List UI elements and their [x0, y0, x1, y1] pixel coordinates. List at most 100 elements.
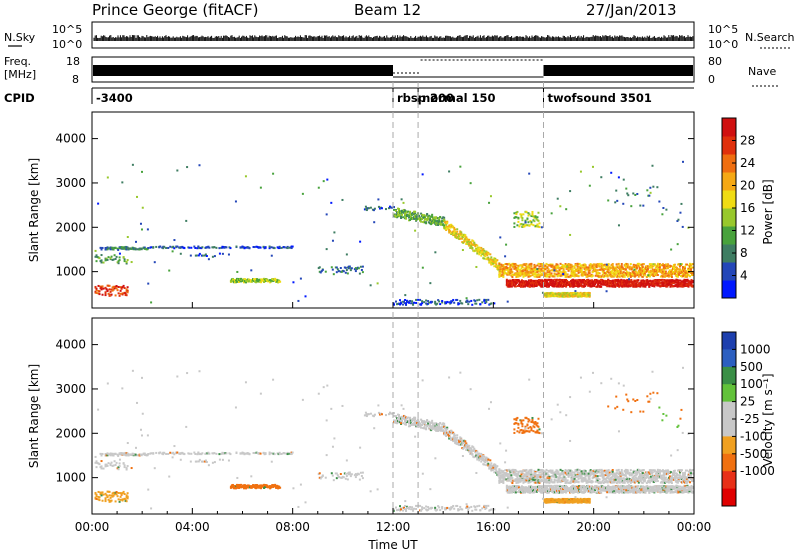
echo-cell — [267, 280, 270, 283]
echo-cell — [648, 280, 651, 283]
echo-cell — [570, 292, 573, 295]
echo-cell — [594, 264, 597, 267]
echo-cell — [615, 276, 618, 279]
echo-cell — [632, 265, 635, 268]
echo-cell — [527, 279, 530, 282]
echo-cell — [215, 246, 218, 249]
echo-cell — [253, 278, 256, 281]
echo-cell — [546, 270, 549, 273]
echo-cell — [559, 267, 562, 270]
echo-cell — [528, 172, 531, 175]
echo-cell — [257, 280, 260, 283]
echo-cell — [139, 247, 142, 250]
echo-cell — [546, 281, 549, 284]
echo-cell — [486, 254, 489, 257]
echo-cell — [277, 485, 280, 488]
echo-cell — [414, 212, 417, 215]
echo-cell — [335, 266, 338, 269]
echo-cell — [276, 246, 279, 249]
echo-cell — [600, 278, 603, 281]
echo-cell — [573, 291, 576, 294]
echo-cell — [606, 275, 609, 278]
echo-cell — [610, 285, 613, 288]
echo-cell — [118, 500, 121, 503]
echo-cell — [521, 284, 524, 287]
echo-cell — [335, 477, 338, 480]
echo-cell — [635, 264, 638, 267]
echo-cell — [488, 259, 491, 262]
colorbar-tick-label: 24 — [740, 156, 755, 170]
echo-cell — [584, 272, 587, 275]
echo-cell — [301, 192, 304, 195]
echo-cell — [348, 472, 351, 475]
echo-cell — [520, 273, 523, 276]
echo-cell — [637, 284, 640, 287]
echo-cell — [397, 214, 400, 217]
echo-cell — [171, 452, 174, 455]
echo-cell — [611, 264, 614, 267]
echo-cell — [317, 186, 320, 189]
echo-cell — [637, 283, 640, 286]
echo-cell — [343, 266, 346, 269]
echo-cell — [647, 274, 650, 277]
echo-cell — [339, 267, 342, 270]
colorbar-swatch — [722, 172, 736, 191]
echo-cell — [347, 265, 350, 268]
echo-cell — [640, 275, 643, 278]
echo-cell — [278, 279, 281, 282]
echo-cell — [495, 260, 498, 263]
echo-cell — [653, 285, 656, 288]
echo-cell — [278, 485, 281, 488]
echo-cell — [620, 262, 623, 265]
echo-cell — [124, 498, 127, 501]
echo-cell — [204, 452, 207, 455]
echo-cell — [247, 246, 250, 249]
echo-cell — [628, 280, 631, 283]
echo-cell — [552, 267, 555, 270]
echo-cell — [247, 278, 250, 281]
echo-cell — [583, 285, 586, 288]
echo-cell — [633, 266, 636, 269]
echo-cell — [124, 454, 127, 457]
echo-cell — [112, 285, 115, 288]
echo-cell — [580, 293, 583, 296]
echo-cell — [528, 273, 531, 276]
echo-cell — [231, 483, 234, 486]
echo-cell — [399, 303, 402, 306]
echo-cell — [112, 288, 115, 291]
echo-cell — [203, 254, 206, 257]
echo-cell — [529, 279, 532, 282]
echo-cell — [682, 268, 685, 271]
echo-cell — [688, 284, 691, 287]
echo-cell — [414, 420, 417, 423]
echo-cell — [622, 275, 625, 278]
echo-cell — [348, 471, 351, 474]
echo-cell — [397, 417, 400, 420]
echo-cell — [532, 285, 535, 288]
echo-cell — [190, 452, 193, 455]
echo-cell — [499, 265, 502, 268]
echo-cell — [632, 284, 635, 287]
echo-cell — [161, 246, 164, 249]
echo-cell — [610, 282, 613, 285]
echo-cell — [441, 300, 444, 303]
echo-cell — [120, 493, 123, 496]
echo-cell — [452, 298, 455, 301]
echo-cell — [449, 302, 452, 305]
echo-cell — [674, 268, 677, 271]
echo-cell — [258, 246, 261, 249]
echo-cell — [231, 486, 234, 489]
echo-cell — [416, 213, 419, 216]
echo-cell — [562, 273, 565, 276]
echo-cell — [221, 452, 224, 455]
echo-cell — [602, 272, 605, 275]
echo-cell — [369, 206, 372, 209]
freq-label: Freq. — [4, 55, 31, 68]
echo-cell — [125, 261, 128, 264]
echo-cell — [268, 245, 271, 248]
echo-cell — [194, 453, 197, 456]
echo-cell — [450, 223, 453, 226]
echo-cell — [642, 271, 645, 274]
echo-cell — [413, 217, 416, 220]
echo-cell — [557, 272, 560, 275]
